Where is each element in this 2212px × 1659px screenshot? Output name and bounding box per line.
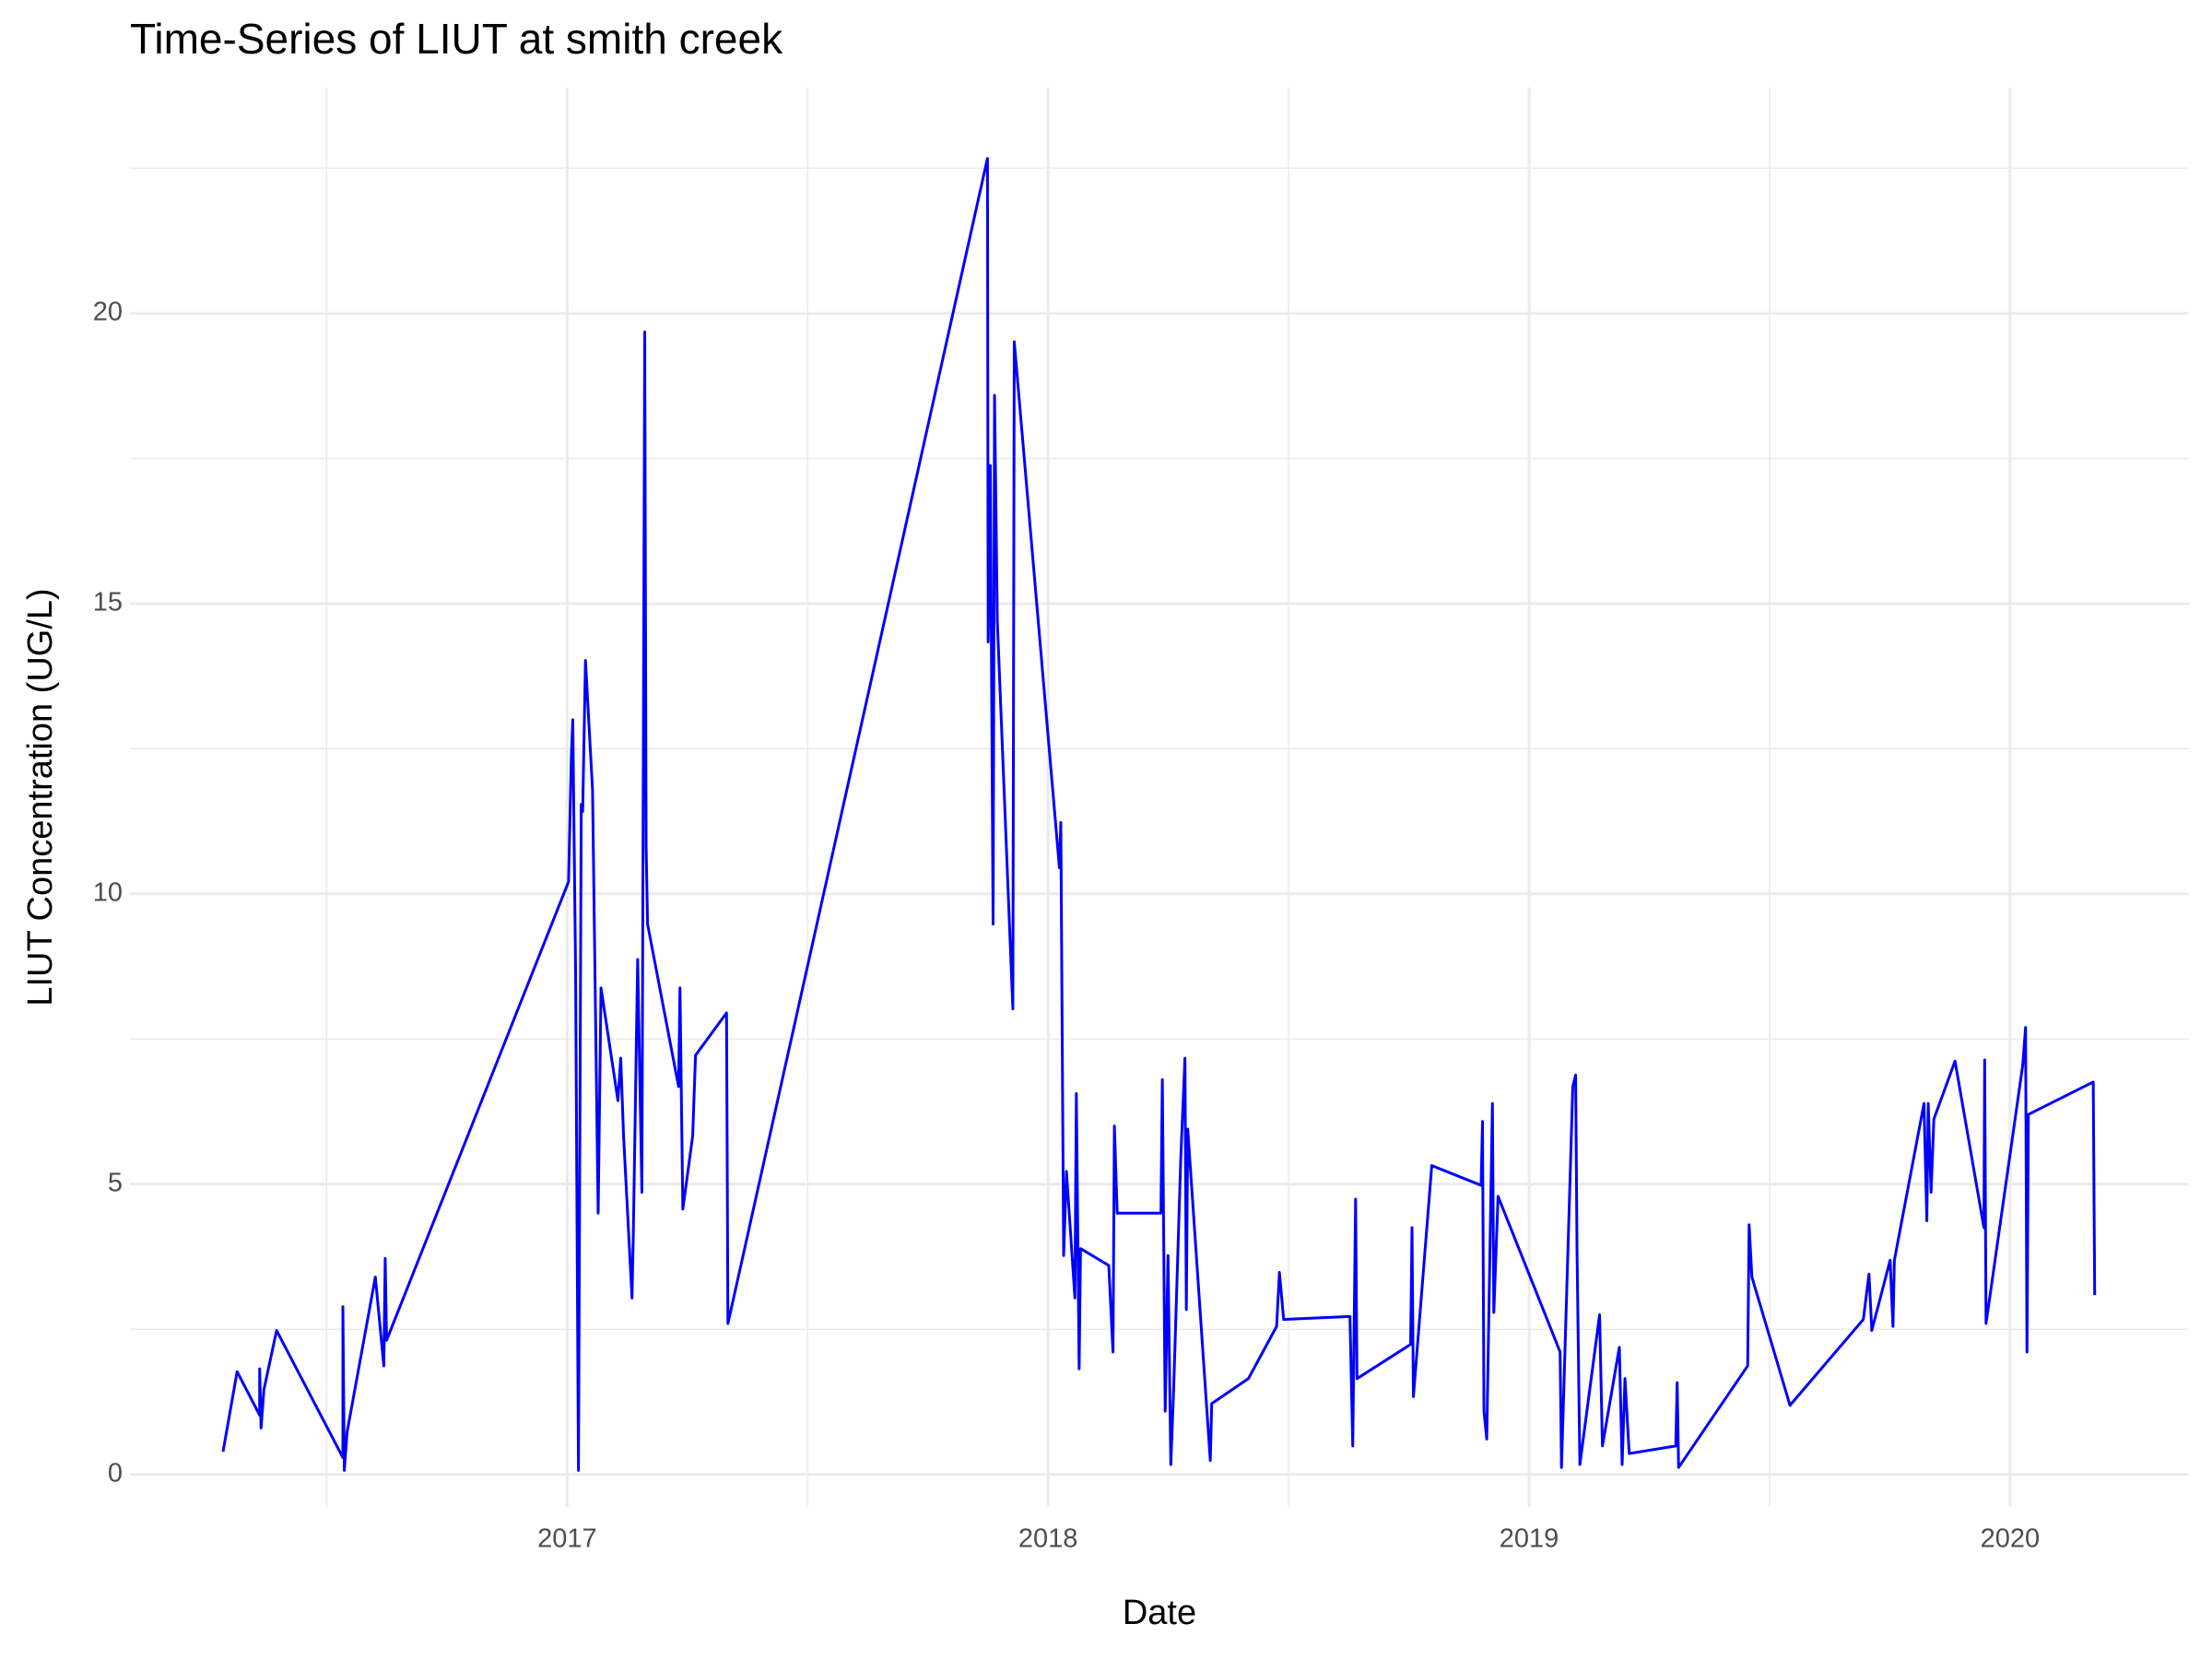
x-tick-label: 2018 bbox=[1018, 1524, 1078, 1554]
y-tick-label: 5 bbox=[108, 1168, 123, 1197]
x-tick-label: 2019 bbox=[1500, 1524, 1559, 1554]
x-tick-label: 2020 bbox=[1981, 1524, 2041, 1554]
y-tick-label: 20 bbox=[93, 298, 123, 327]
y-tick-label: 15 bbox=[93, 588, 123, 618]
data-line bbox=[221, 157, 2097, 1472]
x-tick-label: 2017 bbox=[537, 1524, 597, 1554]
y-tick-label: 10 bbox=[93, 878, 123, 908]
y-axis-title: LIUT Concentration (UG/L) bbox=[21, 588, 60, 1006]
x-axis-title: Date bbox=[1123, 1594, 1196, 1632]
grid bbox=[130, 88, 2189, 1507]
chart-title: Time-Series of LIUT at smith creek bbox=[130, 15, 783, 63]
y-tick-label: 0 bbox=[108, 1458, 123, 1488]
